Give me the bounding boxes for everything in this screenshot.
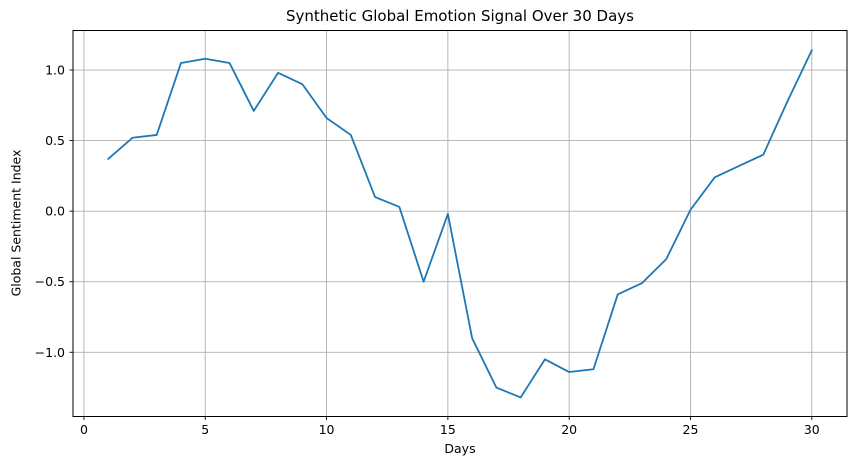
y-tick-label: −1.0 (35, 345, 65, 360)
plot-frame (72, 30, 848, 417)
frame-layer (72, 30, 848, 417)
x-tick-label: 25 (683, 422, 699, 437)
x-tick-label: 30 (804, 422, 820, 437)
grid-layer (73, 30, 847, 417)
x-tick-label: 5 (201, 422, 209, 437)
x-axis-label: Days (444, 441, 476, 456)
y-tick-label: 0.0 (45, 204, 65, 219)
x-tick-label: 15 (440, 422, 456, 437)
tick-layer: 0 5 10 15 20 25 30 −1.0 −0.5 0.0 0.5 1.0 (35, 63, 820, 438)
sentiment-line (107, 49, 813, 399)
y-tick-label: 1.0 (45, 63, 65, 78)
chart-title: Synthetic Global Emotion Signal Over 30 … (286, 7, 634, 25)
x-tick-label: 0 (80, 422, 88, 437)
x-tick-label: 10 (319, 422, 335, 437)
y-tick-label: 0.5 (45, 133, 65, 148)
series-layer (107, 49, 813, 399)
y-tick-label: −0.5 (35, 274, 65, 289)
x-tick-label: 20 (561, 422, 577, 437)
